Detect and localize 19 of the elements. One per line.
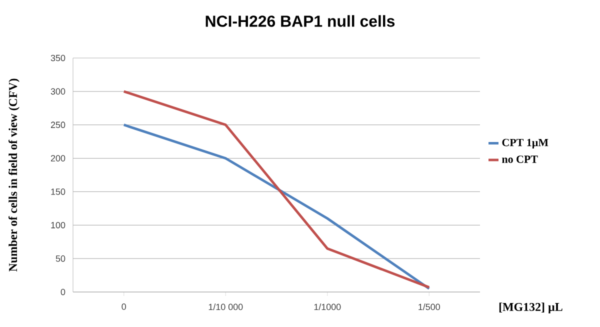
legend-label: no CPT xyxy=(502,156,538,163)
y-tick-label: 350 xyxy=(50,54,66,62)
x-axis-title: [MG132] µL xyxy=(499,302,562,314)
chart-title: NCI-H226 BAP1 null cells xyxy=(206,15,395,27)
y-tick-label: 100 xyxy=(51,222,66,228)
y-tick-label: 250 xyxy=(50,122,66,128)
x-tick-label: 0 xyxy=(122,304,126,310)
y-tick-label: 150 xyxy=(51,188,66,195)
x-tick-label: 1/1000 xyxy=(314,304,341,310)
y-axis-title: Number of cells in field of view (CFV) xyxy=(8,78,20,272)
y-tick-label: 300 xyxy=(50,88,66,95)
x-tick-label: 1/500 xyxy=(418,304,440,310)
line-series xyxy=(122,124,430,290)
y-tick-label: 0 xyxy=(60,288,66,296)
legend-label: CPT 1µM xyxy=(502,138,548,148)
y-tick-label: 200 xyxy=(50,155,66,162)
x-tick-label: 1/10 000 xyxy=(208,304,243,310)
y-tick-label: 50 xyxy=(56,255,66,262)
line-series xyxy=(122,90,430,289)
